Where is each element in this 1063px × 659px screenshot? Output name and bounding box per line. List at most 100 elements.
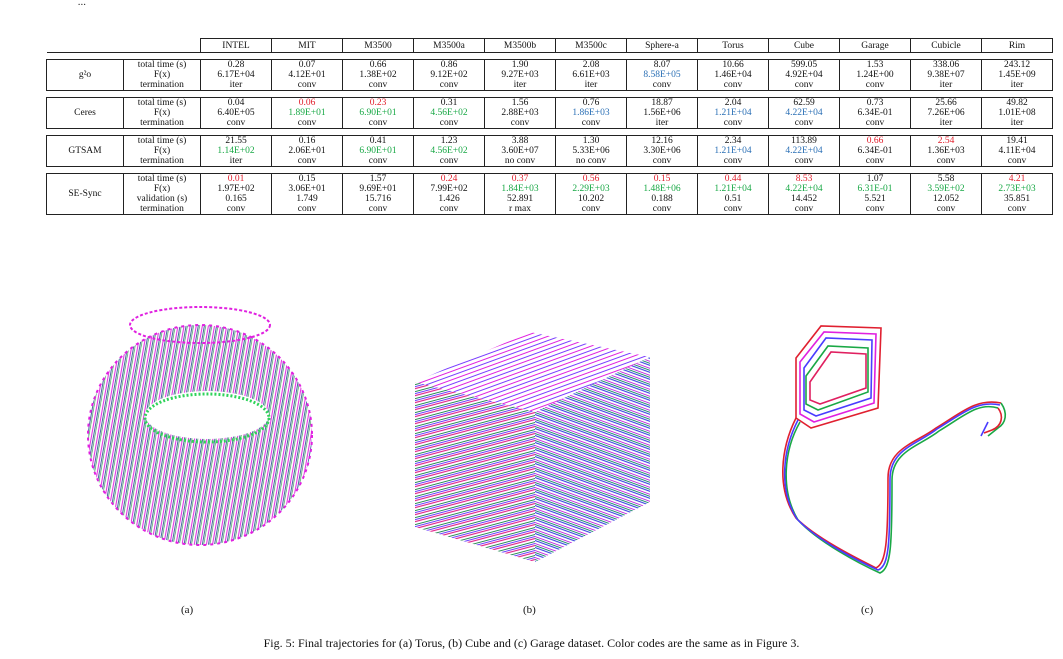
cell-value: 1.53 [866,60,884,70]
cell-value: 2.08 [582,60,600,70]
column-header: Rim [981,38,1053,53]
metric-label: total time (s) [137,136,187,146]
cell-value: conv [439,204,459,214]
cell-value: 6.90E+01 [359,108,397,118]
cell-value: conv [510,118,530,128]
cell-value: 4.92E+04 [785,70,823,80]
table-cell: 0.56 2.29E+03 10.202 conv [555,173,627,215]
cell-value: 0.44 [724,174,742,184]
cell-value: 3.06E+01 [288,184,326,194]
table-cell: 0.01 1.97E+02 0.165 conv [200,173,272,215]
table-cell: 1.07 6.31E-01 5.521 conv [839,173,911,215]
cell-value: 1.97E+02 [217,184,255,194]
cell-value: 0.41 [369,136,387,146]
cell-value: 4.22E+04 [785,184,823,194]
cell-value: iter [584,80,598,90]
cell-value: conv [723,204,743,214]
panel-label-c: (c) [861,604,874,616]
cell-value: conv [652,156,672,166]
cell-value: 2.54 [937,136,955,146]
cell-value: conv [368,118,388,128]
torus-trajectory-image [87,306,313,546]
table-cell: 2.54 1.36E+03 conv [910,135,982,167]
cell-value: conv [723,118,743,128]
table-cell: 5.58 3.59E+02 12.052 conv [910,173,982,215]
cell-value: 2.06E+01 [288,146,326,156]
cell-value: iter [229,80,243,90]
cell-value: iter [229,156,243,166]
cell-value: conv [936,156,956,166]
table-cell: 0.44 1.21E+04 0.51 conv [697,173,769,215]
cell-value: 0.188 [651,194,673,204]
panel-label-b: (b) [523,604,536,616]
cell-value: 6.34E-01 [857,146,893,156]
cell-value: 0.28 [227,60,245,70]
table-cell: 0.86 9.12E+02 conv [413,59,485,91]
cell-value: 2.04 [724,98,742,108]
method-row: GTSAM total time (s) F(x) termination 21.55 1… [46,135,1053,167]
table-cell: 599.05 4.92E+04 conv [768,59,840,91]
cell-value: 0.37 [511,174,529,184]
cell-value: 1.84E+03 [501,184,539,194]
cell-value: 6.34E-01 [857,108,893,118]
cell-value: conv [652,204,672,214]
table-cell: 18.87 1.56E+06 iter [626,97,698,129]
metric-label: termination [140,156,184,166]
table-cell: 1.53 1.24E+00 conv [839,59,911,91]
table-spacer [47,91,1053,98]
cell-value: conv [226,204,246,214]
table-cell: 0.07 4.12E+01 conv [271,59,343,91]
cell-value: 1.45E+09 [998,70,1036,80]
column-header: Sphere-a [626,38,698,53]
table-cell: 8.07 8.58E+05 conv [626,59,698,91]
metric-label: F(x) [153,184,171,194]
table-cell: 0.04 6.40E+05 conv [200,97,272,129]
cell-value: 4.56E+02 [430,108,468,118]
cell-value: 1.23 [440,136,458,146]
table-cell: 0.23 6.90E+01 conv [342,97,414,129]
cell-value: conv [794,80,814,90]
metric-label: termination [140,204,184,214]
column-header: M3500a [413,38,485,53]
cell-value: conv [297,204,317,214]
column-header: INTEL [200,38,272,53]
cell-value: 3.60E+07 [501,146,539,156]
table-cell: 0.66 6.34E-01 conv [839,135,911,167]
cell-value: no conv [575,156,607,166]
table-cell: 1.23 4.56E+02 conv [413,135,485,167]
metric-labels: total time (s) F(x) termination [123,97,201,129]
cell-value: iter [513,80,527,90]
metric-label: total time (s) [137,60,187,70]
table-cell: 2.04 1.21E+04 conv [697,97,769,129]
metric-label: F(x) [153,70,171,80]
cell-value: 9.12E+02 [430,70,468,80]
cell-value: 1.21E+04 [714,146,752,156]
cell-value: conv [297,156,317,166]
table-spacer [47,53,1053,60]
method-name: g²o [46,59,124,91]
cell-value: 5.521 [864,194,886,204]
cell-value: 5.58 [937,174,955,184]
cut-off-top-text: ... [78,0,87,8]
cell-value: r max [509,204,531,214]
table-cell: 113.89 4.22E+04 conv [768,135,840,167]
table-cell: 1.57 9.69E+01 15.716 conv [342,173,414,215]
cell-value: 7.26E+06 [927,108,965,118]
table-cell: 0.41 6.90E+01 conv [342,135,414,167]
table-cell: 1.30 5.33E+06 no conv [555,135,627,167]
cell-value: 4.22E+04 [785,146,823,156]
cell-value: 1.56 [511,98,529,108]
cell-value: 0.86 [440,60,458,70]
cell-value: 62.59 [793,98,815,108]
table-cell: 21.55 1.14E+02 iter [200,135,272,167]
cell-value: 10.66 [722,60,744,70]
cell-value: 3.88 [511,136,529,146]
cell-value: 25.66 [935,98,957,108]
table-cell: 338.06 9.38E+07 iter [910,59,982,91]
cell-value: 12.16 [651,136,673,146]
table-cell: 0.06 1.89E+01 conv [271,97,343,129]
cell-value: conv [936,204,956,214]
metric-label: termination [140,80,184,90]
table-cell: 0.73 6.34E-01 conv [839,97,911,129]
cell-value: conv [439,156,459,166]
